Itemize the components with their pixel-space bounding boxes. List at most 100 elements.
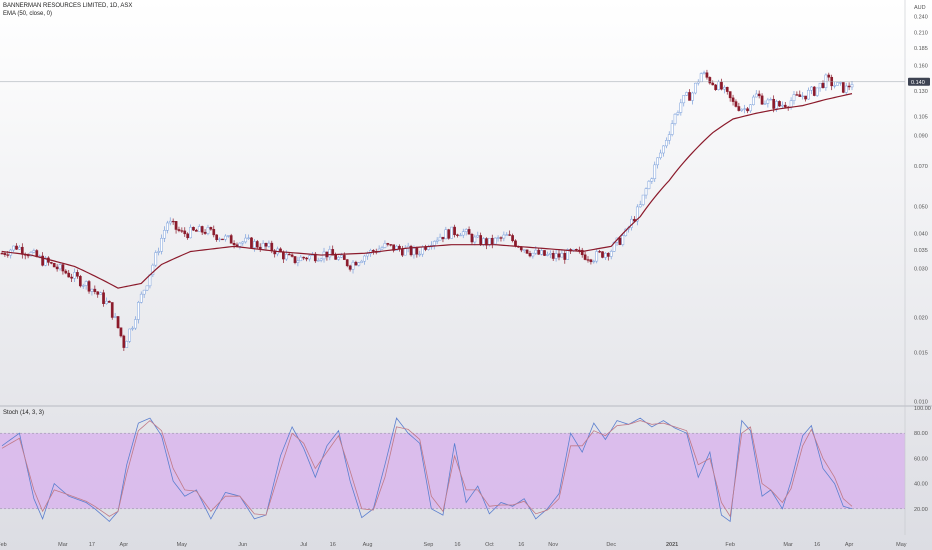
candle-body [461,231,465,236]
candle-body [807,89,810,100]
candle-body [705,72,709,78]
candle-body [296,260,300,263]
stochastic-pane[interactable] [0,417,905,523]
candle-body [586,259,590,261]
candle-body [238,242,242,247]
candle-body [409,245,413,256]
price-tick-label: 0.040 [914,232,928,238]
candle-body [244,237,248,243]
candle-body [415,247,419,255]
main-price-pane[interactable] [0,69,905,351]
candle-body [163,230,166,239]
symbol-title[interactable]: BANNERMAN RESOURCES LIMITED, 1D, ASX [3,3,133,9]
candle-body [749,104,752,112]
candle-body [737,106,741,111]
candle-body [775,101,778,109]
candle-body [470,233,474,243]
candle-body [836,82,839,86]
candle-body [110,302,114,318]
candle-body [511,235,514,242]
candle-body [421,246,424,255]
candle-body [830,76,834,87]
time-axis[interactable]: Feb Mar 17 Apr May Jun Jul 16 Aug Sep 16 Oct 16 Nov De… [0,542,907,548]
candle-body [113,316,117,318]
candle-body [67,272,71,278]
candle-body [18,246,21,250]
time-tick-label: Dec [606,542,616,548]
candle-body [125,341,129,348]
candle-body [453,226,456,236]
candle-body [29,251,33,257]
candle-body [821,82,825,88]
candle-body [316,260,320,262]
candle-body [212,229,216,236]
candle-body [824,74,828,88]
candle-body [302,256,306,259]
stoch-legend: Stoch (14, 3, 3) [3,409,44,417]
time-tick-label: Aug [363,542,373,548]
candle-body [319,258,323,261]
candle-body [360,260,364,263]
candle-body [601,251,604,258]
candle-body [366,253,369,257]
candle-body [81,285,85,287]
candle-body [699,73,703,83]
candle-body [679,102,683,113]
candle-body [209,227,213,230]
candle-body [253,241,256,248]
price-axis[interactable]: 0.240 0.210 0.185 0.160 0.130 0.105 0.090 0.070… [914,14,928,405]
stoch-tick-label: 60.00 [914,456,928,462]
candle-body [728,91,732,99]
candle-body [107,300,111,303]
candle-body [345,259,349,267]
candle-body [734,101,738,107]
candle-body [264,242,268,247]
candle-body [6,254,10,256]
candle-body [650,178,654,182]
time-tick-label: 16 [518,542,524,548]
candle-body [328,249,332,258]
candle-body [723,86,726,90]
candle-body [435,239,439,242]
candle-body [772,98,776,109]
candle-body [546,254,549,256]
price-tick-label: 0.030 [914,266,928,272]
candle-body [52,263,56,268]
candle-body [537,249,541,255]
candle-body [548,253,552,255]
candle-body [656,157,659,166]
candle-body [815,87,819,96]
candle-body [284,253,288,260]
candle-body [691,92,694,101]
candle-body [380,247,384,250]
candle-body [441,236,445,240]
candle-body [200,226,204,233]
candle-body [522,249,526,251]
candle-body [682,95,686,104]
candle-body [754,93,758,98]
candle-body [711,82,715,86]
candle-body [206,227,210,234]
candle-body [261,242,265,250]
candle-body [41,255,44,266]
candle-body [781,104,784,107]
candle-body [186,233,190,239]
candle-body [166,222,169,231]
candle-body [693,82,697,94]
candle-body [131,327,134,330]
candle-body [438,236,442,241]
candle-body [839,82,842,84]
ema-label[interactable]: EMA (50, close, 0) [3,11,53,17]
candle-body [566,249,570,260]
stoch-tick-label: 20.00 [914,507,928,513]
candle-body [673,113,677,124]
price-tick-label: 0.050 [914,205,928,211]
candle-body [418,253,422,256]
candle-body [427,246,430,250]
candle-body [432,241,436,246]
candle-body [377,248,381,253]
candle-body [633,218,636,222]
candle-body [789,100,793,108]
stoch-label[interactable]: Stoch (14, 3, 3) [3,410,45,416]
